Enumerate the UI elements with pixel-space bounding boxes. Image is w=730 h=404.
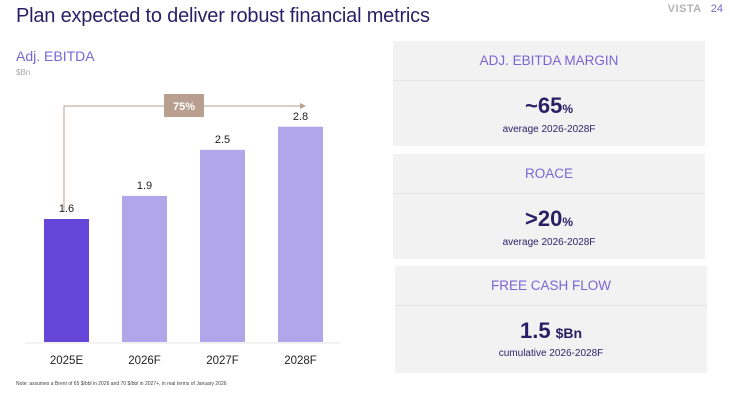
page-title: Plan expected to deliver robust financia…: [16, 5, 430, 27]
metric-title: ADJ. EBITDA MARGIN: [393, 41, 705, 81]
metric-title: FREE CASH FLOW: [395, 266, 707, 306]
bar-2028F: [278, 126, 323, 342]
ebitda-bar-chart: 75% 1.6 2025E 1.9 2026F 2.5 2027F 2.8 2028F: [25, 94, 340, 367]
brand-header: VISTA 24: [668, 3, 723, 15]
vista-logo: VISTA: [667, 3, 702, 15]
data-label: 1.6: [59, 203, 74, 215]
metric-title: ROACE: [393, 154, 705, 194]
footnote: Note: assumes a Brent of 65 $/bbl in 202…: [16, 381, 227, 387]
data-label: 2.5: [215, 134, 230, 146]
x-tick-label: 2028F: [284, 355, 317, 367]
metric-card-free-cash-flow: FREE CASH FLOW 1.5 $Bn cumulative 2026-20…: [395, 266, 707, 373]
chart-title: Adj. EBITDA: [16, 48, 95, 64]
growth-label: 75%: [173, 101, 195, 113]
bar-2025E: [44, 219, 89, 342]
chart-unit: $Bn: [16, 68, 31, 77]
metric-value: ~65%: [525, 93, 573, 118]
data-label: 1.9: [137, 180, 152, 192]
data-label: 2.8: [293, 111, 308, 123]
metric-subtitle: average 2026-2028F: [502, 237, 596, 248]
page-number: 24: [710, 3, 723, 15]
metric-subtitle: cumulative 2026-2028F: [498, 348, 604, 359]
metric-value: >20%: [525, 206, 573, 231]
metric-card-ebitda-margin: ADJ. EBITDA MARGIN ~65% average 2026-202…: [393, 41, 705, 146]
metric-subtitle: average 2026-2028F: [502, 124, 596, 135]
bar-2026F: [122, 195, 167, 342]
metric-value: 1.5 $Bn: [519, 318, 583, 343]
bar-2027F: [200, 149, 245, 342]
growth-arrowhead-icon: [300, 103, 306, 109]
growth-arrow: [63, 105, 301, 212]
metric-card-roace: ROACE >20% average 2026-2028F: [393, 154, 705, 259]
growth-label-box: [164, 94, 204, 117]
x-tick-label: 2026F: [128, 355, 161, 367]
x-tick-label: 2027F: [206, 355, 239, 367]
x-tick-label: 2025E: [50, 355, 84, 367]
